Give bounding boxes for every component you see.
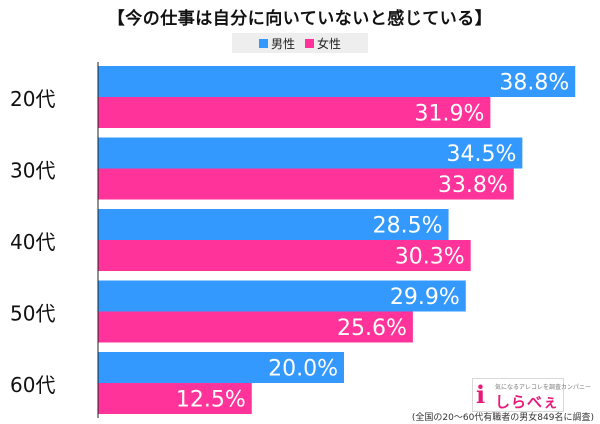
bar-female xyxy=(98,383,252,414)
data-label-female: 30.3% xyxy=(395,245,465,270)
logo-text: しらべぇ xyxy=(495,393,560,411)
category-label: 20代 xyxy=(10,87,55,111)
bar-female xyxy=(98,311,413,343)
data-label-male: 29.9% xyxy=(390,285,460,310)
data-label-male: 20.0% xyxy=(268,357,338,382)
bar-female xyxy=(98,97,491,128)
data-label-male: 34.5% xyxy=(446,142,516,167)
data-label-female: 31.9% xyxy=(414,102,484,127)
shirabee-logo: i 気になるアレコレを調査カンパニー しらべぇ xyxy=(472,378,591,412)
data-label-female: 25.6% xyxy=(337,316,407,341)
bar-male xyxy=(98,137,523,169)
category-label: 50代 xyxy=(10,302,55,326)
legend-label-male: 男性 xyxy=(270,36,295,51)
data-label-female: 33.8% xyxy=(438,173,508,198)
legend-swatch-male xyxy=(258,38,268,48)
logo-tagline: 気になるアレコレを調査カンパニー xyxy=(495,384,592,391)
bar-female xyxy=(98,240,471,271)
chart-legend: 男性 女性 xyxy=(232,33,368,53)
logo-mark-icon: i xyxy=(476,380,486,409)
bar-male xyxy=(98,280,466,312)
data-label-female: 12.5% xyxy=(176,388,246,413)
bar-female xyxy=(98,168,514,200)
legend-item-male: 男性 xyxy=(258,35,295,52)
data-label-male: 38.8% xyxy=(499,71,569,96)
legend-swatch-female xyxy=(305,38,314,48)
legend-item-female: 女性 xyxy=(305,35,341,52)
category-label: 40代 xyxy=(10,230,55,254)
category-label: 30代 xyxy=(10,159,55,183)
survey-footnote: (全国の20～60代有職者の男女849名に調査) xyxy=(411,413,594,423)
bar-male xyxy=(98,352,344,383)
category-label: 60代 xyxy=(10,373,55,397)
chart-title: 【今の仕事は自分に向いていないと感じている】 xyxy=(107,9,493,29)
bar-male xyxy=(98,209,449,240)
bar-male xyxy=(98,66,576,97)
legend-label-female: 女性 xyxy=(317,36,342,51)
data-label-male: 28.5% xyxy=(373,214,443,239)
